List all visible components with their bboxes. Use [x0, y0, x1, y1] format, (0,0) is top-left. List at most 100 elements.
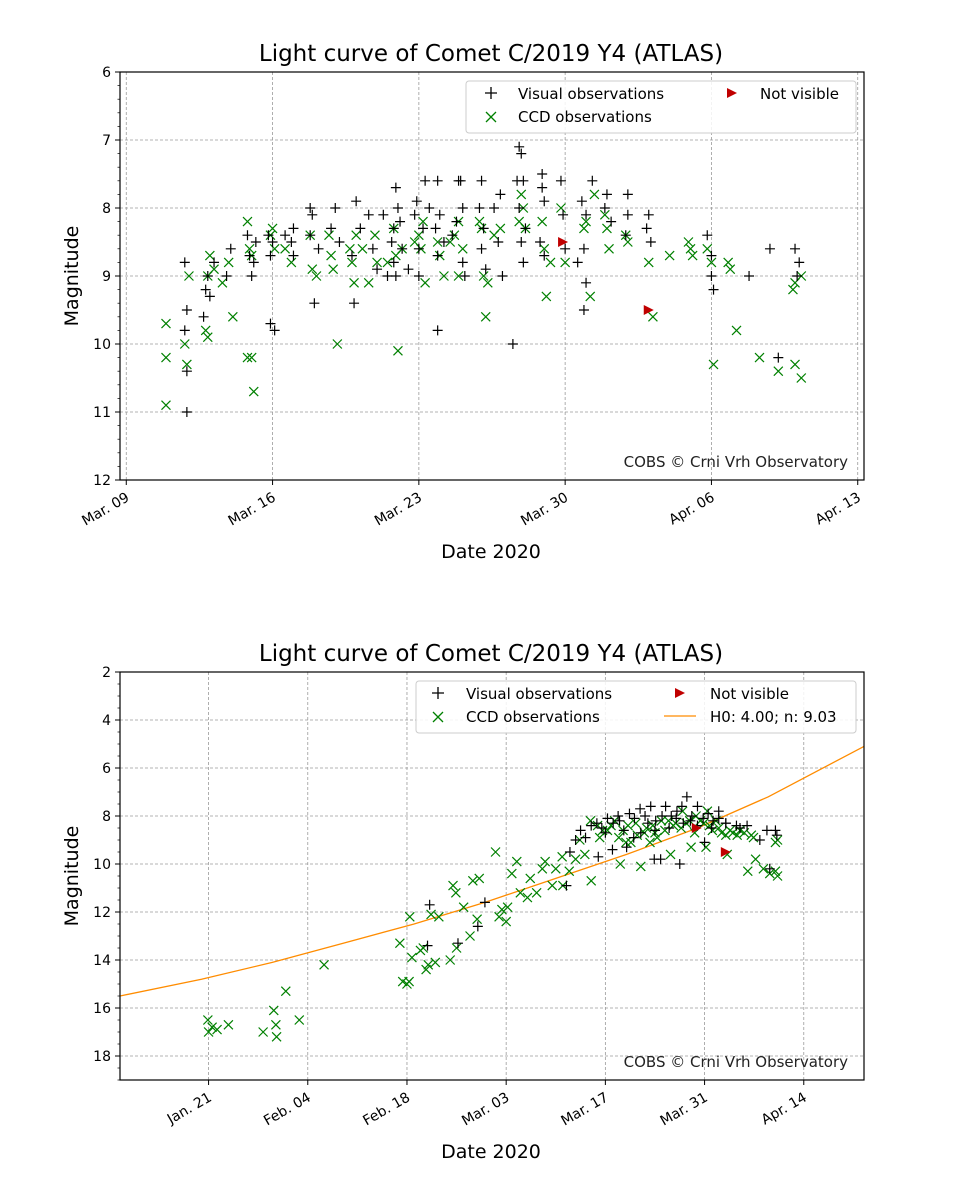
visual-observation-point — [430, 223, 441, 234]
visual-observation-point — [676, 801, 687, 812]
y-tick-label: 14 — [93, 953, 111, 969]
chart-top-legend-ccd-marker — [485, 111, 497, 123]
visual-observation-point — [572, 257, 583, 268]
chart-bottom-legend-visual-marker — [432, 687, 444, 699]
visual-observation-point — [382, 271, 393, 281]
ccd-observation-point — [204, 250, 215, 261]
y-tick-label: 16 — [93, 1001, 111, 1017]
ccd-observation-point — [404, 911, 415, 922]
ccd-observation-point — [268, 1005, 279, 1016]
y-tick-label: 10 — [93, 857, 111, 873]
ccd-observation-point — [731, 325, 742, 336]
visual-observation-point — [792, 271, 803, 281]
visual-observation-point — [520, 223, 531, 234]
visual-observation-point — [608, 818, 619, 829]
ccd-observation-point — [525, 873, 536, 884]
visual-observation-point — [204, 291, 215, 302]
visual-observation-point — [459, 271, 470, 281]
visual-observation-point — [432, 250, 443, 261]
visual-observation-point — [742, 820, 753, 831]
ccd-observation-point — [432, 237, 443, 247]
ccd-observation-point — [458, 902, 469, 913]
visual-observation-point — [409, 209, 420, 220]
ccd-observation-point — [184, 271, 194, 281]
ccd-observation-point — [349, 277, 359, 288]
chart-top-plot-area — [161, 141, 807, 417]
ccd-observation-point — [490, 847, 501, 857]
chart-bottom-legend-ccd-label: CCD observations — [466, 708, 600, 726]
chart-bottom-legend-notvisible-label: Not visible — [710, 685, 789, 703]
visual-observation-point — [681, 791, 692, 802]
visual-observation-point — [578, 243, 589, 254]
ccd-observation-point — [506, 868, 517, 879]
ccd-observation-point — [450, 887, 461, 898]
chart-bottom-plot-area — [120, 745, 864, 1042]
ccd-observation-point — [465, 931, 475, 941]
visual-observation-point — [624, 808, 635, 819]
ccd-observation-point — [223, 257, 234, 268]
ccd-observation-point — [351, 230, 362, 241]
visual-observation-point — [413, 243, 424, 254]
ccd-observation-point — [647, 311, 658, 322]
visual-observation-point — [507, 339, 518, 349]
ccd-observation-point — [630, 818, 641, 829]
visual-observation-point — [378, 209, 389, 220]
visual-observation-point — [250, 237, 261, 247]
ccd-observation-point — [332, 339, 343, 349]
visual-observation-point — [355, 223, 366, 234]
ccd-observation-point — [394, 938, 405, 949]
visual-observation-point — [692, 801, 703, 812]
not-visible-point — [643, 305, 654, 315]
ccd-observation-point — [683, 237, 694, 247]
visual-observation-point — [388, 257, 399, 268]
visual-observation-point — [699, 837, 710, 848]
visual-observation-point — [706, 250, 717, 261]
visual-observation-point — [578, 305, 589, 315]
ccd-observation-point — [677, 806, 688, 817]
visual-observation-point — [326, 223, 337, 234]
ccd-observation-point — [357, 243, 368, 254]
visual-observation-point — [640, 811, 651, 821]
ccd-observation-point — [407, 952, 417, 963]
visual-observation-point — [516, 148, 527, 159]
visual-observation-point — [600, 827, 611, 838]
ccd-observation-point — [494, 911, 505, 922]
visual-observation-point — [286, 237, 297, 247]
ccd-observation-point — [478, 271, 489, 281]
visual-observation-point — [447, 230, 458, 241]
ccd-observation-point — [758, 863, 769, 874]
ccd-observation-point — [541, 291, 552, 302]
ccd-observation-point — [404, 976, 415, 987]
y-tick-label: 8 — [102, 809, 111, 825]
visual-observation-point — [248, 257, 259, 268]
chart-top-credit: COBS © Crni Vrh Observatory — [624, 453, 848, 471]
ccd-observation-point — [702, 806, 713, 817]
visual-observation-point — [403, 264, 414, 275]
ccd-observation-point — [586, 875, 597, 886]
visual-observation-point — [666, 811, 677, 821]
visual-observation-point — [479, 897, 490, 908]
ccd-observation-point — [248, 386, 259, 397]
visual-observation-point — [432, 175, 443, 186]
visual-observation-point — [649, 825, 660, 836]
ccd-observation-point — [643, 257, 654, 268]
ccd-observation-point — [363, 277, 374, 288]
ccd-observation-point — [467, 875, 478, 886]
chart-bottom-legend-ccd-marker — [432, 711, 444, 723]
ccd-observation-point — [227, 311, 238, 322]
ccd-observation-point — [706, 257, 717, 268]
visual-observation-point — [703, 808, 714, 819]
ccd-observation-point — [382, 257, 393, 268]
visual-observation-point — [622, 189, 633, 200]
chart-top-title: Light curve of Comet C/2019 Y4 (ATLAS) — [259, 41, 723, 67]
ccd-observation-point — [482, 277, 493, 288]
visual-observation-point — [349, 298, 360, 309]
visual-observation-point — [576, 196, 587, 207]
y-tick-label: 12 — [93, 905, 111, 921]
visual-observation-point — [607, 844, 618, 855]
visual-observation-point — [601, 189, 612, 200]
visual-observation-point — [698, 813, 709, 824]
ccd-observation-point — [474, 216, 485, 227]
ccd-observation-point — [474, 873, 485, 884]
chart-top-legend-notvisible-marker — [727, 88, 737, 98]
